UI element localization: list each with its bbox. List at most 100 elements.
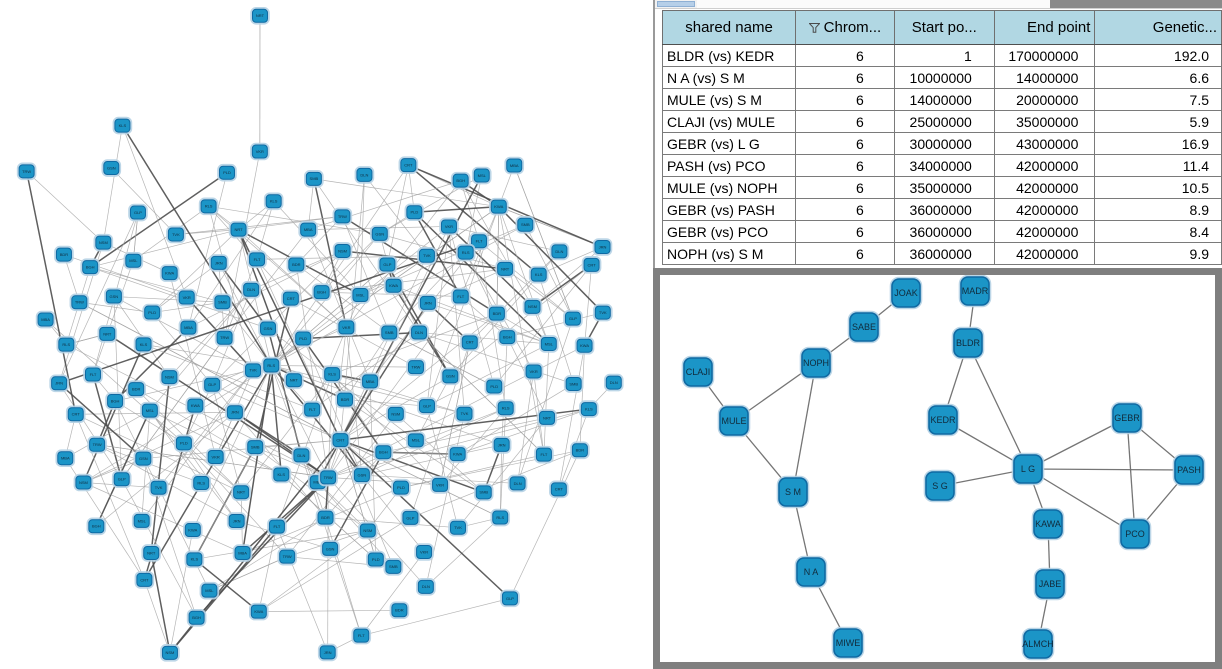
value-cell[interactable]: 7.5 (1094, 88, 1222, 111)
network-node[interactable]: DLN (416, 578, 436, 596)
network-node[interactable]: PLD (142, 303, 162, 322)
value-cell[interactable]: 25000000 (893, 110, 995, 133)
network-node[interactable]: GLP (111, 470, 132, 489)
network-node[interactable]: PLD (391, 478, 411, 497)
network-node-s-g[interactable]: S G (923, 469, 957, 503)
network-node[interactable]: KLS (528, 265, 549, 284)
network-node[interactable]: GLP (417, 397, 437, 415)
value-cell[interactable]: 42000000 (993, 220, 1096, 243)
network-node[interactable]: FLT (267, 517, 287, 536)
network-node[interactable]: PLD (174, 434, 194, 453)
network-node[interactable]: MSL (350, 286, 371, 304)
column-header-end-point[interactable]: End point (993, 10, 1096, 45)
network-node[interactable]: GSN (320, 540, 340, 558)
network-node[interactable]: BDR (389, 601, 410, 620)
network-node[interactable]: GLP (563, 309, 583, 328)
network-node[interactable]: DLN (549, 242, 570, 261)
value-cell[interactable]: 6.6 (1094, 66, 1222, 89)
network-node[interactable]: MBA (232, 544, 253, 562)
network-node[interactable]: MSL (131, 512, 152, 530)
value-cell[interactable]: 36000000 (893, 242, 995, 265)
network-node[interactable]: NRT (97, 325, 118, 343)
network-node-pash[interactable]: PASH (1172, 453, 1206, 487)
network-node[interactable]: PLD (293, 329, 313, 348)
network-node[interactable]: KWA (447, 445, 468, 463)
value-cell[interactable]: 42000000 (993, 198, 1096, 221)
network-node[interactable]: KLS (263, 192, 284, 211)
shared-name-cell[interactable]: MULE (vs) NOPH (661, 176, 797, 199)
value-cell[interactable]: 6 (795, 198, 895, 221)
network-node[interactable]: CRT (65, 405, 86, 424)
network-node[interactable]: TRW (318, 468, 338, 487)
network-node[interactable]: JRN (49, 374, 69, 393)
network-node[interactable]: BDR (286, 255, 307, 274)
shared-name-cell[interactable]: GEBR (vs) L G (661, 132, 797, 155)
network-node-miwe[interactable]: MIWE (831, 626, 865, 660)
network-node[interactable]: GLP (500, 589, 520, 608)
network-node[interactable]: KLS (112, 116, 133, 135)
network-node-mule[interactable]: MULE (717, 404, 751, 438)
network-node[interactable]: NSM (522, 298, 543, 316)
network-node[interactable]: VKR (439, 217, 459, 236)
network-node[interactable]: JRN (418, 294, 438, 312)
value-cell[interactable]: 170000000 (993, 44, 1096, 67)
network-node[interactable]: MSL (406, 431, 426, 450)
value-cell[interactable]: 6 (795, 154, 895, 177)
value-cell[interactable]: 36000000 (893, 198, 995, 221)
network-node[interactable]: BGH (311, 283, 332, 301)
network-node[interactable]: RLS (191, 474, 212, 492)
table-row[interactable]: PASH (vs) PCO 6 34000000 42000000 11.4 (661, 154, 1222, 177)
network-node-kawa[interactable]: KAWA (1031, 507, 1065, 541)
network-node[interactable]: MBA (35, 310, 56, 329)
network-node[interactable]: TVK (166, 225, 186, 244)
network-node[interactable]: JRN (491, 436, 512, 454)
network-node[interactable]: BDR (570, 441, 590, 460)
network-node[interactable]: NSM (357, 521, 378, 540)
network-node[interactable]: GLP (128, 203, 148, 222)
column-header-shared-name[interactable]: shared name (661, 10, 797, 45)
value-cell[interactable]: 11.4 (1094, 154, 1222, 177)
network-node-noph[interactable]: NOPH (799, 346, 833, 380)
network-node[interactable]: PLD (484, 377, 505, 396)
network-node[interactable]: TRW (69, 293, 90, 312)
network-node-pco[interactable]: PCO (1118, 517, 1152, 551)
network-node[interactable]: VKR (523, 362, 544, 381)
network-node[interactable]: BDR (54, 245, 74, 264)
network-node[interactable]: TVK (148, 478, 169, 497)
network-node[interactable]: TRW (406, 358, 426, 376)
network-node[interactable]: TRW (16, 162, 37, 181)
network-node[interactable]: JRN (317, 643, 338, 662)
value-cell[interactable]: 6 (795, 44, 895, 67)
network-node[interactable]: RLS (56, 335, 77, 354)
network-node[interactable]: TRW (87, 435, 107, 454)
network-node-almch[interactable]: ALMCH (1021, 627, 1055, 661)
network-node[interactable]: TVK (417, 246, 437, 265)
value-cell[interactable]: 42000000 (993, 154, 1096, 177)
network-node[interactable]: NSM (159, 368, 180, 386)
value-cell[interactable]: 34000000 (893, 154, 995, 177)
network-node[interactable]: VKR (176, 288, 197, 307)
value-cell[interactable]: 16.9 (1094, 132, 1222, 155)
network-node[interactable]: DLN (603, 373, 624, 392)
network-node[interactable]: DLN (507, 474, 528, 493)
network-node[interactable]: NSM (73, 473, 94, 492)
network-node[interactable]: GSN (258, 319, 278, 338)
network-node[interactable]: KWA (488, 197, 509, 216)
network-node[interactable]: BGH (86, 517, 107, 536)
network-node[interactable]: MSL (140, 401, 160, 420)
table-row[interactable]: GEBR (vs) PASH 6 36000000 42000000 8.9 (661, 198, 1222, 221)
network-node[interactable]: BGH (186, 608, 207, 627)
network-node-claji[interactable]: CLAJI (681, 355, 715, 389)
network-node[interactable]: KWA (185, 396, 206, 415)
network-node[interactable]: MSL (538, 335, 559, 353)
network-node[interactable]: GSN (101, 159, 122, 177)
network-node[interactable]: TRW (277, 547, 297, 566)
network-node-kedr[interactable]: KEDR (926, 403, 960, 437)
network-node[interactable]: KWA (383, 276, 404, 295)
column-header-chrom---[interactable]: Chrom... (795, 10, 895, 45)
shared-name-cell[interactable]: GEBR (vs) PASH (661, 198, 797, 221)
value-cell[interactable]: 1 (893, 44, 995, 67)
table-row[interactable]: GEBR (vs) PCO 6 36000000 42000000 8.4 (661, 220, 1222, 243)
network-node[interactable]: MBA (298, 220, 318, 239)
network-node[interactable]: GSN (352, 466, 372, 484)
